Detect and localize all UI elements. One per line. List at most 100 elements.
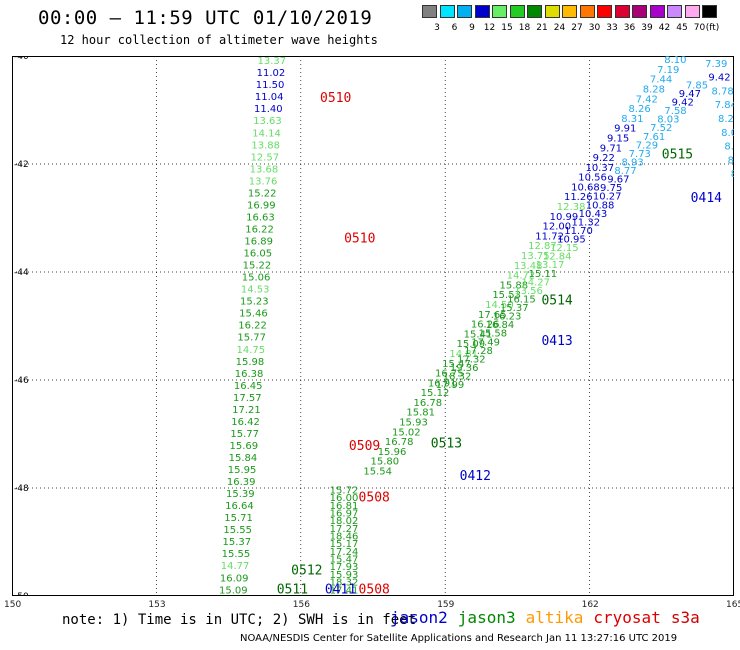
wave-value-track-a: 17.57 (233, 393, 262, 404)
wave-value-track-c: 14.50 (485, 300, 514, 311)
lon-tick-label: 159 (437, 600, 455, 610)
wave-value-track-a: 15.95 (228, 465, 257, 476)
wave-value-track-d: 10.88 (586, 200, 615, 211)
satellite-s3a: s3a (670, 608, 700, 627)
legend-label: 24 (553, 23, 566, 33)
wave-value-track-d: 7.58 (664, 106, 686, 117)
wave-value-track-a: 15.46 (239, 309, 268, 320)
legend-unit: (ft) (705, 23, 720, 33)
lon-tick-label: 165 (726, 600, 740, 610)
wave-value-track-d: 17.32 (457, 354, 486, 365)
wave-value-track-a: 16.63 (246, 212, 275, 223)
credit-line: NOAA/NESDIS Center for Satellite Applica… (240, 633, 678, 644)
wave-value-track-b: 18.46 (330, 532, 359, 543)
wave-value-track-b: 15.17 (330, 539, 359, 550)
wave-value-track-a: 14.14 (252, 128, 281, 139)
wave-value-track-a: 16.22 (245, 224, 274, 235)
wave-value-track-c: 10.56 (578, 173, 607, 184)
lon-tick-label: 150 (4, 600, 22, 610)
page-title: 00:00 – 11:59 UTC 01/10/2019 (38, 7, 373, 29)
wave-value-track-c: 17.65 (478, 310, 507, 321)
pass-label: 0412 (460, 469, 491, 484)
wave-value-track-c: 15.12 (421, 388, 450, 399)
legend-label: 33 (606, 23, 618, 33)
wave-value-track-a: 14.75 (236, 345, 265, 356)
wave-value-track-d: 11.32 (571, 217, 600, 228)
wave-value-track-a: 15.55 (222, 549, 251, 560)
wave-value-track-b: 17.93 (330, 562, 359, 573)
wave-value-track-d: 16.84 (486, 320, 515, 331)
wave-value-track-d: 18.32 (443, 372, 472, 383)
wave-value-track-c: 12.00 (542, 222, 571, 233)
lat-tick-label: -42 (14, 160, 29, 170)
pass-label: 0411 (325, 582, 356, 596)
legend-label: 42 (658, 23, 671, 33)
footer-note: note: 1) Time is in UTC; 2) SWH is in fe… (62, 612, 417, 628)
wave-value-track-e: 8.05 (721, 128, 734, 139)
wave-value-track-a: 16.89 (244, 237, 273, 248)
legend-swatch (422, 5, 437, 18)
wave-value-track-a: 13.37 (257, 56, 286, 67)
wave-value-track-a: 15.09 (219, 585, 248, 596)
wave-value-track-e: 8.78 (712, 86, 734, 97)
pass-label: 0508 (359, 491, 390, 506)
wave-value-track-e: 8.25 (718, 114, 734, 125)
pass-label: 0509 (349, 439, 380, 454)
legend-swatch (492, 5, 507, 18)
wave-value-track-d: 8.03 (657, 115, 679, 126)
pass-label: 0515 (662, 148, 693, 163)
lon-tick-label: 156 (292, 600, 310, 610)
wave-value-track-c: 10.68 (571, 182, 600, 193)
wave-value-track-a: 15.69 (229, 441, 258, 452)
wave-value-track-a: 13.68 (250, 164, 279, 175)
legend-label: 3 (434, 23, 440, 33)
wave-value-track-a: 13.88 (251, 140, 280, 151)
wave-value-track-c: 13.48 (514, 261, 543, 272)
legend-label: 39 (641, 23, 653, 33)
wave-height-values: 13.3711.0211.5011.0411.4013.6314.1413.88… (219, 56, 734, 596)
legend-swatch (614, 5, 630, 18)
wave-value-track-c: 9.15 (607, 133, 629, 144)
wave-value-track-e: 8. (731, 169, 734, 180)
wave-value-track-c: 7.44 (650, 75, 672, 86)
wave-value-track-c: 16.78 (385, 437, 414, 448)
wave-value-track-c: 16.26 (471, 320, 500, 331)
satellite-legend: jason2 jason3 altika cryosat s3a (390, 608, 710, 627)
wave-value-track-d: 16.15 (507, 294, 536, 305)
wave-value-track-a: 16.22 (238, 321, 267, 332)
satellite-jason3: jason3 (457, 608, 516, 627)
wave-value-track-b: 16.81 (330, 501, 359, 512)
pass-label: 0414 (691, 191, 722, 206)
wave-value-track-d: 12.15 (550, 243, 579, 254)
wave-value-track-d: 7.61 (643, 132, 665, 143)
wave-value-track-c: 12.38 (557, 202, 586, 213)
legend-label: 6 (451, 23, 458, 33)
wave-value-track-c: 8.28 (643, 84, 665, 95)
wave-value-track-d: 17.28 (464, 346, 493, 357)
wave-value-track-c: 15.54 (363, 467, 392, 478)
wave-value-track-d: 7.73 (629, 149, 651, 160)
wave-value-track-d: 15.11 (529, 269, 558, 280)
satellite-cryosat: cryosat (593, 608, 661, 627)
legend-swatch (439, 5, 455, 18)
lat-tick-label: -46 (14, 376, 29, 386)
wave-value-track-a: 15.06 (242, 273, 271, 284)
map-frame (12, 56, 734, 596)
wave-value-track-a: 15.39 (226, 489, 255, 500)
wave-value-track-d: 13.56 (514, 286, 543, 297)
wave-value-track-e: 9.42 (708, 73, 730, 84)
wave-value-track-d: 10.43 (579, 209, 608, 220)
wave-value-track-d: 8.77 (614, 166, 636, 177)
wave-value-track-a: 11.04 (255, 92, 284, 103)
wave-value-track-c: 7.42 (636, 94, 658, 105)
wave-value-track-d: 7.85 (686, 80, 708, 91)
legend-label: 70 (693, 23, 706, 33)
legend-swatch (509, 5, 525, 18)
wave-value-track-c: 15.93 (399, 418, 428, 429)
wave-value-track-a: 16.45 (234, 381, 263, 392)
wave-value-track-a: 15.84 (229, 453, 258, 464)
axis-ticks: -40 -42 -44 -46 -48 -50 (14, 56, 29, 596)
wave-value-track-d: 7.52 (650, 123, 672, 134)
wave-value-track-a: 16.99 (247, 200, 276, 211)
pass-label: 0508 (359, 582, 390, 596)
